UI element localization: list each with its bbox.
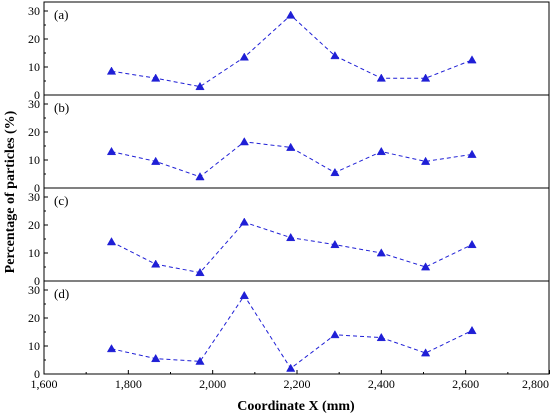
- data-point: [151, 156, 161, 165]
- x-axis-ticks: 1,600 1,800 2,000 2,200 2,400 2,600 2,800: [31, 370, 550, 391]
- y-tick-label: 10: [28, 339, 40, 353]
- panel-frame: [43, 1, 550, 96]
- data-point: [286, 10, 296, 19]
- y-tick-label: 20: [28, 311, 40, 325]
- data-point: [239, 137, 249, 146]
- data-point: [151, 73, 161, 82]
- data-point: [467, 55, 477, 64]
- data-point: [376, 248, 386, 257]
- data-point: [106, 344, 117, 353]
- data-point: [330, 167, 340, 177]
- y-tick-label: 10: [28, 153, 40, 167]
- y-tick-label: 20: [28, 218, 40, 232]
- x-tick-label: 2,800: [522, 377, 549, 391]
- y-tick-label: 20: [28, 32, 40, 46]
- panel-frame: [43, 187, 550, 282]
- panel-label: (c): [54, 193, 68, 208]
- data-point: [420, 348, 431, 357]
- y-tick-label: 0: [34, 274, 40, 288]
- data-point: [195, 172, 205, 181]
- series-line: [111, 14, 473, 88]
- panel-2: 0 10 20 30 (c): [28, 187, 550, 288]
- data-point: [195, 81, 205, 91]
- y-tick-label: 30: [28, 4, 40, 18]
- data-point: [467, 239, 477, 249]
- y-tick-label: 10: [28, 246, 40, 260]
- data-point: [286, 232, 296, 242]
- data-point: [376, 73, 386, 82]
- x-tick-label: 2,600: [452, 377, 479, 391]
- data-point: [330, 330, 340, 339]
- x-tick-label: 1,800: [115, 377, 142, 391]
- y-tick-label: 30: [28, 283, 40, 297]
- x-tick-label: 2,400: [368, 377, 395, 391]
- series-line: [111, 294, 473, 370]
- panel-label: (b): [54, 100, 69, 115]
- y-tick-label: 20: [28, 125, 40, 139]
- data-point: [420, 73, 431, 82]
- data-point: [376, 146, 386, 156]
- data-point: [106, 237, 117, 246]
- data-point: [195, 356, 205, 365]
- data-point: [286, 142, 296, 151]
- data-point: [151, 353, 161, 363]
- data-point: [195, 267, 205, 277]
- panel-3: 0 10 20 30 (d): [28, 280, 550, 381]
- data-point: [286, 363, 296, 372]
- data-point: [376, 332, 386, 342]
- panel-frame: [43, 94, 550, 189]
- panel-frame: [43, 280, 550, 375]
- panel-label: (d): [54, 286, 69, 301]
- data-point: [106, 146, 117, 156]
- x-axis-title: Coordinate X (mm): [237, 399, 355, 414]
- data-point: [330, 239, 340, 249]
- y-tick-label: 30: [28, 97, 40, 111]
- y-tick-label: 0: [34, 88, 40, 102]
- y-axis-title: Percentage of particles (%): [3, 110, 18, 273]
- y-tick-label: 30: [28, 190, 40, 204]
- data-point: [239, 52, 249, 61]
- data-point: [467, 325, 477, 335]
- x-tick-label: 2,000: [199, 377, 226, 391]
- data-point: [239, 290, 249, 300]
- data-point: [467, 149, 477, 158]
- y-tick-label: 10: [28, 60, 40, 74]
- panel-1: 0 10 20 30 (b): [28, 94, 550, 195]
- x-tick-label: 1,600: [31, 377, 58, 391]
- data-point: [420, 156, 431, 165]
- panels-group: 0 10 20 30 (a) 0 10 20 30 (b) 0 10 20 30 (c) 0 10 20 30 (d): [28, 1, 550, 381]
- data-point: [420, 262, 431, 271]
- panel-label: (a): [54, 7, 68, 22]
- data-point: [330, 51, 340, 60]
- panel-0: 0 10 20 30 (a): [28, 1, 550, 102]
- data-point: [239, 217, 249, 226]
- data-point: [151, 259, 161, 268]
- series-line: [111, 221, 473, 274]
- y-tick-label: 0: [34, 181, 40, 195]
- y-tick-label: 0: [34, 367, 40, 381]
- x-tick-label: 2,200: [284, 377, 311, 391]
- data-point: [106, 66, 117, 75]
